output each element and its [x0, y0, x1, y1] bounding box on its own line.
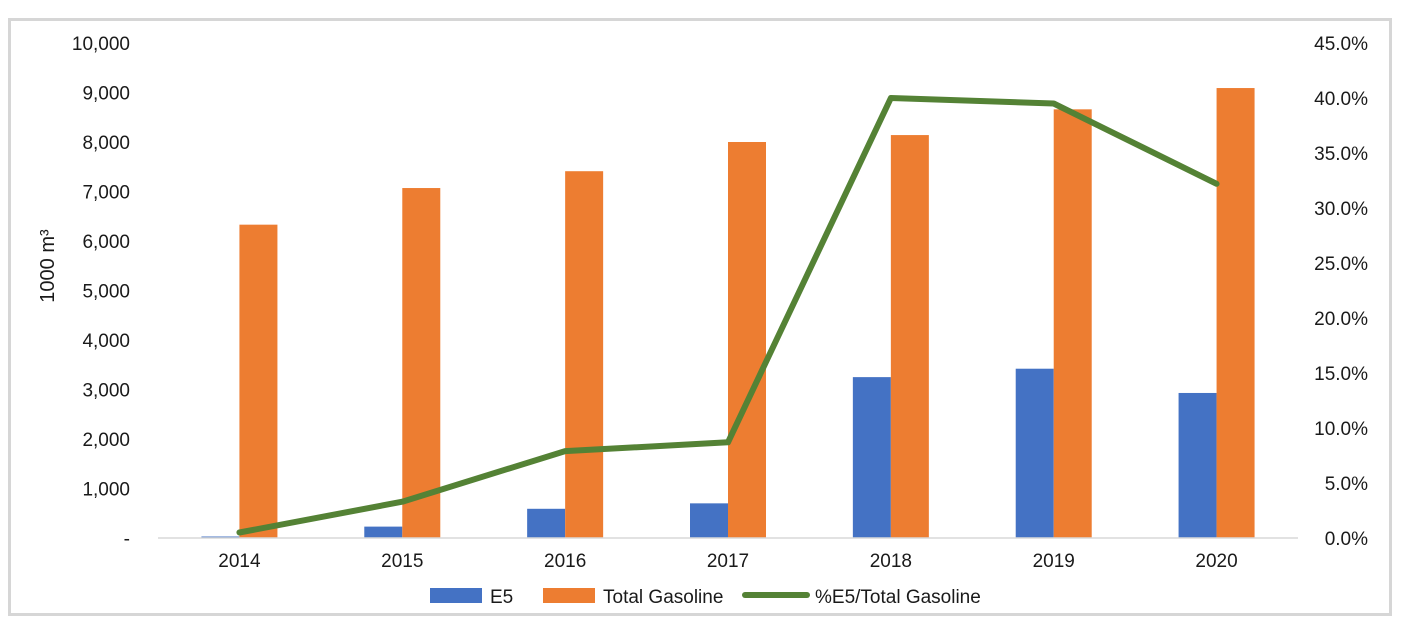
- right-tick-label: 30.0%: [1314, 199, 1368, 220]
- left-tick-label: 6,000: [82, 232, 130, 253]
- bar-e5: [852, 377, 891, 538]
- legend-swatch: [543, 588, 595, 603]
- right-tick-label: 0.0%: [1325, 529, 1368, 550]
- left-tick-label: 3,000: [82, 381, 130, 402]
- y-axis-title: 1000 m³: [37, 229, 59, 303]
- left-tick-label: 5,000: [82, 282, 130, 303]
- bar-e5: [527, 508, 566, 538]
- left-tick-label: 1,000: [82, 480, 130, 501]
- left-tick-label: 2,000: [82, 430, 130, 451]
- legend-swatch: [430, 588, 482, 603]
- legend: E5 Total Gasoline %E5/Total Gasoline: [430, 587, 981, 608]
- x-tick-label: 2018: [870, 551, 912, 572]
- x-tick-label: 2014: [218, 551, 261, 572]
- right-tick-label: 20.0%: [1314, 309, 1368, 330]
- x-tick-label: 2017: [707, 551, 749, 572]
- bar-total-gasoline: [890, 135, 929, 538]
- right-tick-label: 35.0%: [1314, 144, 1368, 165]
- right-tick-label: 10.0%: [1314, 419, 1368, 440]
- left-tick-label: 9,000: [82, 84, 130, 105]
- left-tick-label: 8,000: [82, 133, 130, 154]
- right-tick-label: 25.0%: [1314, 254, 1368, 275]
- legend-label: %E5/Total Gasoline: [815, 587, 981, 608]
- bar-total-gasoline: [728, 142, 766, 538]
- x-tick-label: 2019: [1033, 551, 1075, 572]
- right-tick-label: 40.0%: [1314, 89, 1368, 110]
- legend-label: Total Gasoline: [603, 587, 723, 608]
- bar-total-gasoline: [239, 224, 278, 539]
- legend-label: E5: [490, 587, 513, 608]
- line-series: [236, 95, 1220, 536]
- bar-total-gasoline: [1216, 88, 1255, 539]
- left-axis-ticks: - 1,000 2,000 3,000 4,000 5,000 6,000 7,000 8,00…: [72, 34, 130, 550]
- x-axis-ticks: 2014 2015 2016 2017 2018 2019 2020: [218, 551, 1237, 572]
- x-tick-label: 2015: [381, 551, 423, 572]
- bar-e5: [690, 503, 728, 538]
- right-tick-label: 15.0%: [1314, 364, 1368, 385]
- line-pct-e5: [236, 95, 1220, 536]
- left-tick-label: 10,000: [72, 34, 130, 55]
- x-tick-label: 2016: [544, 551, 586, 572]
- bar-e5: [1178, 392, 1217, 538]
- right-tick-label: 5.0%: [1325, 474, 1368, 495]
- bar-total-gasoline: [1053, 109, 1092, 538]
- right-tick-label: 45.0%: [1314, 34, 1368, 55]
- left-tick-label: -: [124, 529, 130, 550]
- left-tick-label: 4,000: [82, 331, 130, 352]
- right-axis-ticks: 0.0% 5.0% 10.0% 15.0% 20.0% 25.0% 30.0% 35.0% 40…: [1314, 34, 1368, 550]
- bar-series: [201, 88, 1255, 539]
- bar-total-gasoline: [402, 188, 441, 538]
- bar-e5: [364, 526, 403, 538]
- left-tick-label: 7,000: [82, 183, 130, 204]
- bar-e5: [1015, 368, 1054, 538]
- x-tick-label: 2020: [1195, 551, 1237, 572]
- bar-total-gasoline: [565, 171, 604, 538]
